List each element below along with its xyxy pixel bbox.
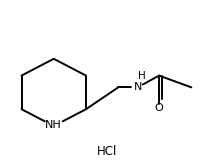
Text: NH: NH <box>45 120 62 130</box>
Text: N: N <box>134 82 142 92</box>
Text: H: H <box>138 71 146 81</box>
Text: O: O <box>155 103 163 113</box>
Text: HCl: HCl <box>97 145 118 158</box>
